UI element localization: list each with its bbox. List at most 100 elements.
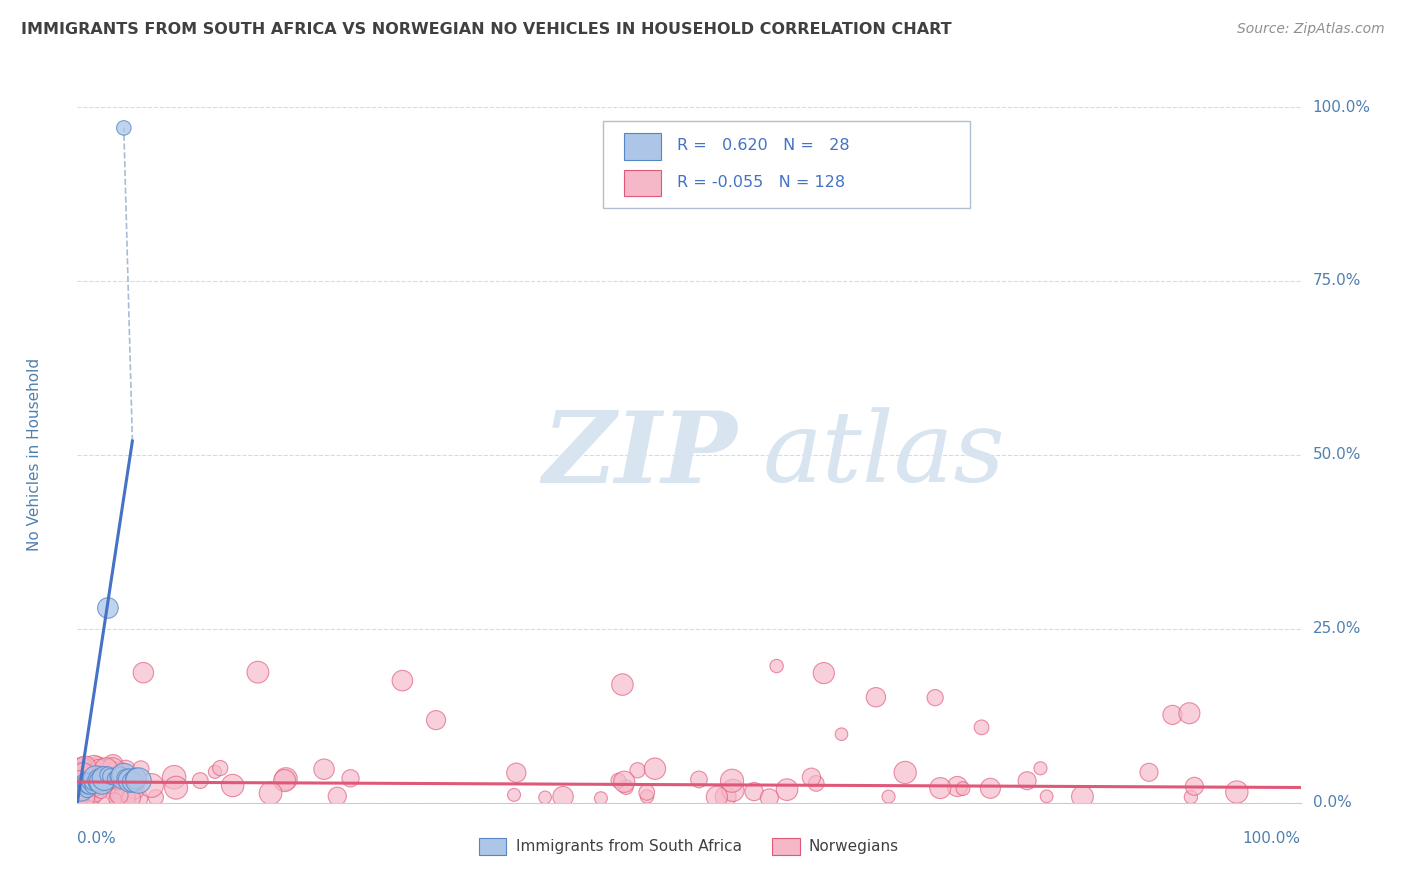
Text: 50.0%: 50.0% — [1313, 448, 1361, 462]
Point — [108, 772, 131, 786]
Point — [73, 790, 96, 805]
Point — [273, 773, 295, 788]
Point — [103, 768, 125, 782]
Point — [84, 772, 107, 786]
Point — [72, 766, 94, 780]
Point — [1184, 780, 1206, 794]
Point — [776, 782, 799, 797]
Point — [86, 774, 108, 789]
Point — [73, 760, 96, 774]
Point — [721, 773, 744, 788]
Point — [865, 690, 887, 705]
Text: R = -0.055   N = 128: R = -0.055 N = 128 — [676, 175, 845, 189]
Point — [830, 727, 852, 741]
Point — [103, 772, 125, 786]
Point — [551, 789, 574, 804]
Text: 0.0%: 0.0% — [77, 830, 117, 846]
Point — [69, 772, 91, 786]
Point — [83, 759, 105, 773]
Point — [125, 772, 148, 786]
Point — [111, 762, 134, 776]
Point — [636, 789, 658, 804]
Point — [73, 787, 96, 801]
Point — [73, 780, 96, 794]
Point — [104, 792, 127, 806]
Point — [101, 757, 124, 772]
Text: 25.0%: 25.0% — [1313, 622, 1361, 636]
Point — [221, 779, 243, 793]
Point — [93, 785, 115, 799]
Point — [96, 760, 118, 774]
Point — [72, 760, 94, 774]
Point — [80, 775, 103, 789]
Point — [118, 774, 141, 789]
Point — [111, 769, 134, 783]
Point — [127, 791, 149, 805]
Point — [112, 791, 135, 805]
Bar — [624, 170, 661, 196]
Point — [89, 773, 111, 788]
Point — [141, 779, 163, 793]
Point — [1226, 785, 1249, 799]
Point — [124, 783, 146, 797]
Point — [165, 780, 187, 795]
Point — [813, 666, 835, 681]
Point — [118, 773, 141, 788]
Point — [613, 774, 636, 789]
Point — [97, 601, 120, 615]
Point — [1180, 790, 1202, 805]
Point — [69, 761, 91, 775]
Point — [145, 790, 167, 805]
Point — [108, 780, 131, 795]
Text: R =   0.620   N =   28: R = 0.620 N = 28 — [676, 138, 849, 153]
Point — [607, 773, 630, 788]
Point — [246, 665, 269, 680]
Point — [73, 762, 96, 776]
Point — [339, 772, 361, 786]
Point — [97, 768, 120, 782]
Point — [69, 766, 91, 780]
Point — [688, 772, 710, 787]
Point — [82, 774, 104, 789]
Point — [84, 780, 107, 794]
Point — [86, 768, 108, 782]
Point — [77, 770, 100, 784]
Point — [90, 775, 112, 789]
Point — [82, 778, 104, 792]
Point — [589, 791, 612, 805]
Point — [101, 777, 124, 791]
Point — [534, 790, 557, 805]
Point — [121, 775, 143, 789]
Point — [87, 764, 110, 778]
Point — [108, 768, 131, 782]
Point — [91, 776, 114, 790]
Bar — [624, 133, 661, 160]
Point — [259, 786, 281, 800]
Point — [77, 779, 100, 793]
Point — [69, 780, 91, 794]
Point — [1071, 789, 1094, 804]
Point — [425, 713, 447, 727]
Point — [929, 780, 952, 795]
Point — [69, 786, 91, 800]
Text: 75.0%: 75.0% — [1313, 274, 1361, 288]
Point — [76, 772, 98, 787]
Point — [129, 762, 152, 776]
Point — [636, 785, 658, 799]
Text: Source: ZipAtlas.com: Source: ZipAtlas.com — [1237, 22, 1385, 37]
Point — [120, 791, 142, 805]
Point — [73, 780, 96, 795]
Point — [274, 772, 297, 786]
Point — [83, 777, 105, 791]
Point — [127, 773, 149, 788]
Point — [391, 673, 413, 688]
Point — [89, 765, 111, 780]
Point — [114, 763, 136, 777]
Text: ZIP: ZIP — [543, 407, 737, 503]
Point — [76, 781, 98, 796]
Point — [86, 759, 108, 773]
Point — [72, 778, 94, 792]
Point — [84, 787, 107, 801]
Point — [312, 762, 335, 776]
Text: IMMIGRANTS FROM SOUTH AFRICA VS NORWEGIAN NO VEHICLES IN HOUSEHOLD CORRELATION C: IMMIGRANTS FROM SOUTH AFRICA VS NORWEGIA… — [21, 22, 952, 37]
